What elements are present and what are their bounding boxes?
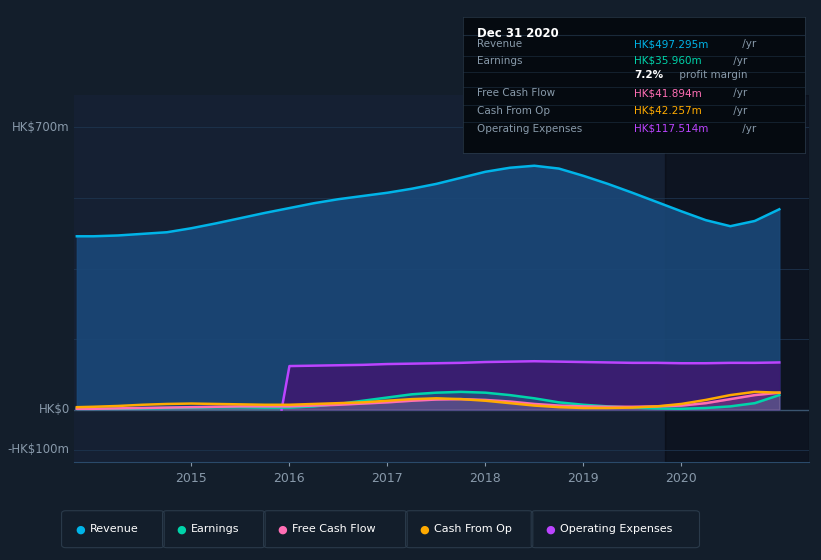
Text: /yr: /yr: [730, 88, 747, 98]
Text: ●: ●: [177, 524, 186, 534]
Text: Free Cash Flow: Free Cash Flow: [292, 524, 376, 534]
Text: ●: ●: [76, 524, 85, 534]
Text: /yr: /yr: [739, 39, 756, 49]
Text: profit margin: profit margin: [677, 71, 748, 81]
Text: Dec 31 2020: Dec 31 2020: [477, 26, 558, 40]
Text: /yr: /yr: [739, 124, 756, 133]
Text: /yr: /yr: [730, 106, 747, 116]
Text: HK$117.514m: HK$117.514m: [634, 124, 709, 133]
Text: Earnings: Earnings: [477, 55, 522, 66]
Text: HK$35.960m: HK$35.960m: [634, 55, 702, 66]
Text: Free Cash Flow: Free Cash Flow: [477, 88, 555, 98]
Text: ●: ●: [545, 524, 555, 534]
Text: Earnings: Earnings: [191, 524, 240, 534]
Text: HK$497.295m: HK$497.295m: [634, 39, 709, 49]
Text: Revenue: Revenue: [477, 39, 522, 49]
Text: -HK$100m: -HK$100m: [7, 444, 70, 456]
Text: HK$0: HK$0: [39, 403, 70, 416]
Text: Operating Expenses: Operating Expenses: [477, 124, 582, 133]
Text: HK$42.257m: HK$42.257m: [634, 106, 702, 116]
Text: Operating Expenses: Operating Expenses: [560, 524, 672, 534]
Text: Cash From Op: Cash From Op: [477, 106, 550, 116]
Text: /yr: /yr: [730, 55, 747, 66]
Text: HK$700m: HK$700m: [12, 121, 70, 134]
Text: ●: ●: [277, 524, 287, 534]
Text: ●: ●: [420, 524, 429, 534]
Bar: [665, 95, 809, 462]
Text: Revenue: Revenue: [90, 524, 139, 534]
Text: 7.2%: 7.2%: [634, 71, 663, 81]
Text: HK$41.894m: HK$41.894m: [634, 88, 702, 98]
Text: Cash From Op: Cash From Op: [434, 524, 512, 534]
